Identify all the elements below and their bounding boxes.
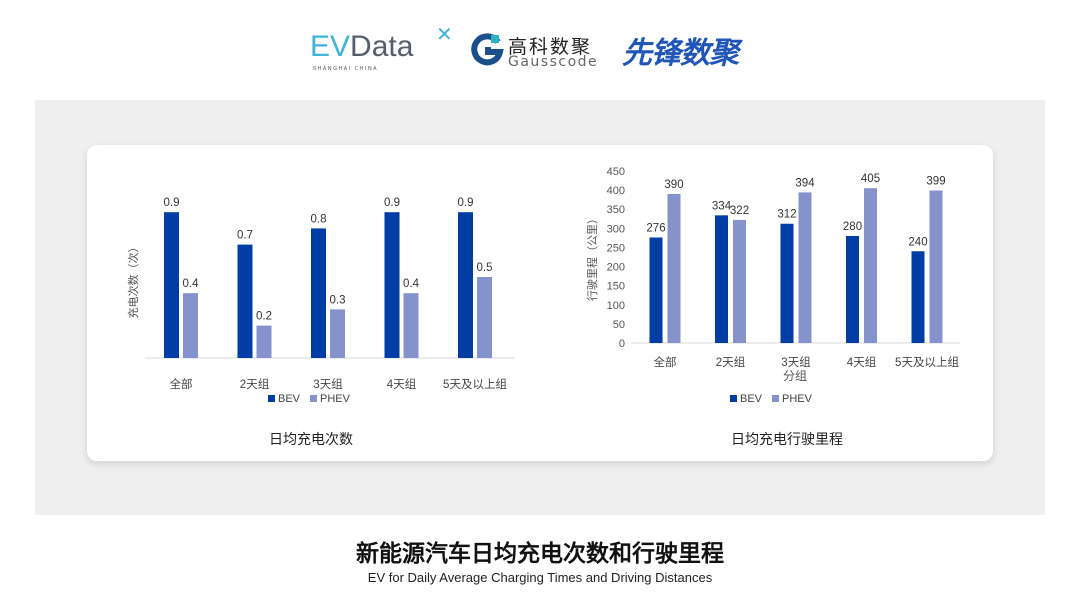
gausscode-logo-mark: [471, 33, 504, 66]
bar-bev: [649, 237, 663, 343]
data-label: 0.4: [403, 278, 420, 290]
y-tick-label: 150: [607, 281, 625, 293]
bar-bev: [846, 235, 859, 343]
bar-bev: [780, 223, 794, 343]
x-tick-label: 4天组: [847, 355, 877, 369]
bar-phev: [183, 293, 198, 358]
legend-label: BEV: [740, 393, 763, 405]
chart-title: 日均充电行驶里程: [731, 431, 843, 447]
data-label: 280: [843, 221, 862, 233]
data-label: 0.9: [384, 197, 400, 209]
legend-swatch-bev: [268, 395, 275, 402]
bar-bev: [384, 212, 400, 358]
data-label: 0.9: [458, 197, 474, 209]
data-label: 322: [730, 205, 749, 217]
bar-phev: [477, 277, 492, 358]
legend-label: PHEV: [782, 393, 813, 405]
data-label: 0.4: [183, 278, 200, 290]
bar-phev: [256, 325, 272, 358]
data-label: 0.7: [237, 230, 253, 242]
x-tick-label: 5天及以上组: [443, 377, 507, 391]
data-label: 276: [646, 223, 665, 235]
y-tick-label: 0: [619, 338, 625, 350]
y-tick-label: 100: [607, 300, 625, 312]
y-tick-label: 300: [607, 223, 625, 235]
data-label: 0.2: [256, 311, 272, 323]
y-tick-label: 200: [607, 262, 625, 274]
page-subtitle: EV for Daily Average Charging Times and …: [367, 570, 713, 585]
x-tick-label: 全部: [654, 355, 677, 369]
gausscode-logo-en: Gausscode: [508, 54, 599, 70]
legend-swatch-phev: [310, 395, 317, 402]
bar-phev: [330, 309, 345, 358]
data-label: 0.3: [330, 294, 346, 306]
bar-phev: [667, 193, 681, 343]
chart-title: 日均充电次数: [269, 431, 353, 447]
bar-bev: [311, 228, 326, 358]
data-label: 394: [795, 177, 815, 189]
data-label: 0.5: [477, 262, 493, 274]
bar-bev: [911, 251, 925, 343]
x-axis-label: 分组: [783, 369, 807, 383]
bar-phev: [403, 293, 419, 358]
legend-swatch-bev: [730, 395, 737, 402]
y-tick-label: 250: [607, 242, 625, 254]
logo-bar: EVData ✕ SHANGHAI CHINA 高科数聚 Gausscode 先锋…: [0, 24, 1080, 76]
y-tick-label: 50: [613, 319, 625, 331]
bar-phev: [798, 192, 812, 343]
data-label: 0.9: [164, 197, 180, 209]
xianfeng-logo: 先锋数聚: [622, 36, 739, 71]
bar-bev: [164, 212, 179, 358]
legend-label: PHEV: [320, 393, 351, 405]
y-tick-label: 450: [607, 166, 625, 178]
x-tick-label: 4天组: [387, 377, 417, 391]
data-label: 399: [926, 175, 945, 187]
x-tick-label: 2天组: [240, 377, 270, 391]
x-tick-label: 5天及以上组: [895, 355, 959, 369]
x-tick-label: 3天组: [781, 355, 811, 369]
x-tick-label: 全部: [170, 377, 193, 391]
bar-bev: [237, 244, 253, 358]
page-title: 新能源汽车日均充电次数和行驶里程: [356, 541, 724, 567]
evdata-logo: EVData ✕: [310, 24, 453, 63]
legend-swatch-phev: [772, 395, 779, 402]
bar-phev: [864, 188, 877, 343]
data-label: 405: [861, 173, 880, 185]
chart-driving-distance: 行驶里程（公里） 分组 日均充电行驶里程 0 50 100 150 200 250 300 3…: [585, 166, 960, 447]
legend-label: BEV: [278, 393, 301, 405]
data-label: 390: [664, 179, 683, 191]
chart-charging-times: 充电次数（次） 日均充电次数 全部 0.9 0.4 2天组 0.7 0.2 3天组 0.8 0.…: [126, 197, 515, 447]
x-tick-label: 3天组: [313, 377, 343, 391]
data-label: 0.8: [311, 213, 327, 225]
evdata-logo-sub: SHANGHAI CHINA: [313, 66, 379, 72]
bar-bev: [715, 215, 728, 343]
data-label: 312: [777, 209, 796, 221]
bar-phev: [929, 190, 943, 343]
data-label: 240: [908, 236, 927, 248]
gausscode-logo-cn: 高科数聚: [508, 36, 593, 58]
y-axis-label: 行驶里程（公里）: [585, 213, 599, 301]
bar-phev: [733, 219, 746, 343]
y-tick-label: 350: [607, 204, 625, 216]
x-tick-label: 2天组: [716, 355, 746, 369]
bar-bev: [458, 212, 473, 358]
y-tick-label: 400: [607, 185, 625, 197]
y-axis-label: 充电次数（次）: [126, 242, 140, 319]
data-label: 334: [712, 200, 732, 212]
